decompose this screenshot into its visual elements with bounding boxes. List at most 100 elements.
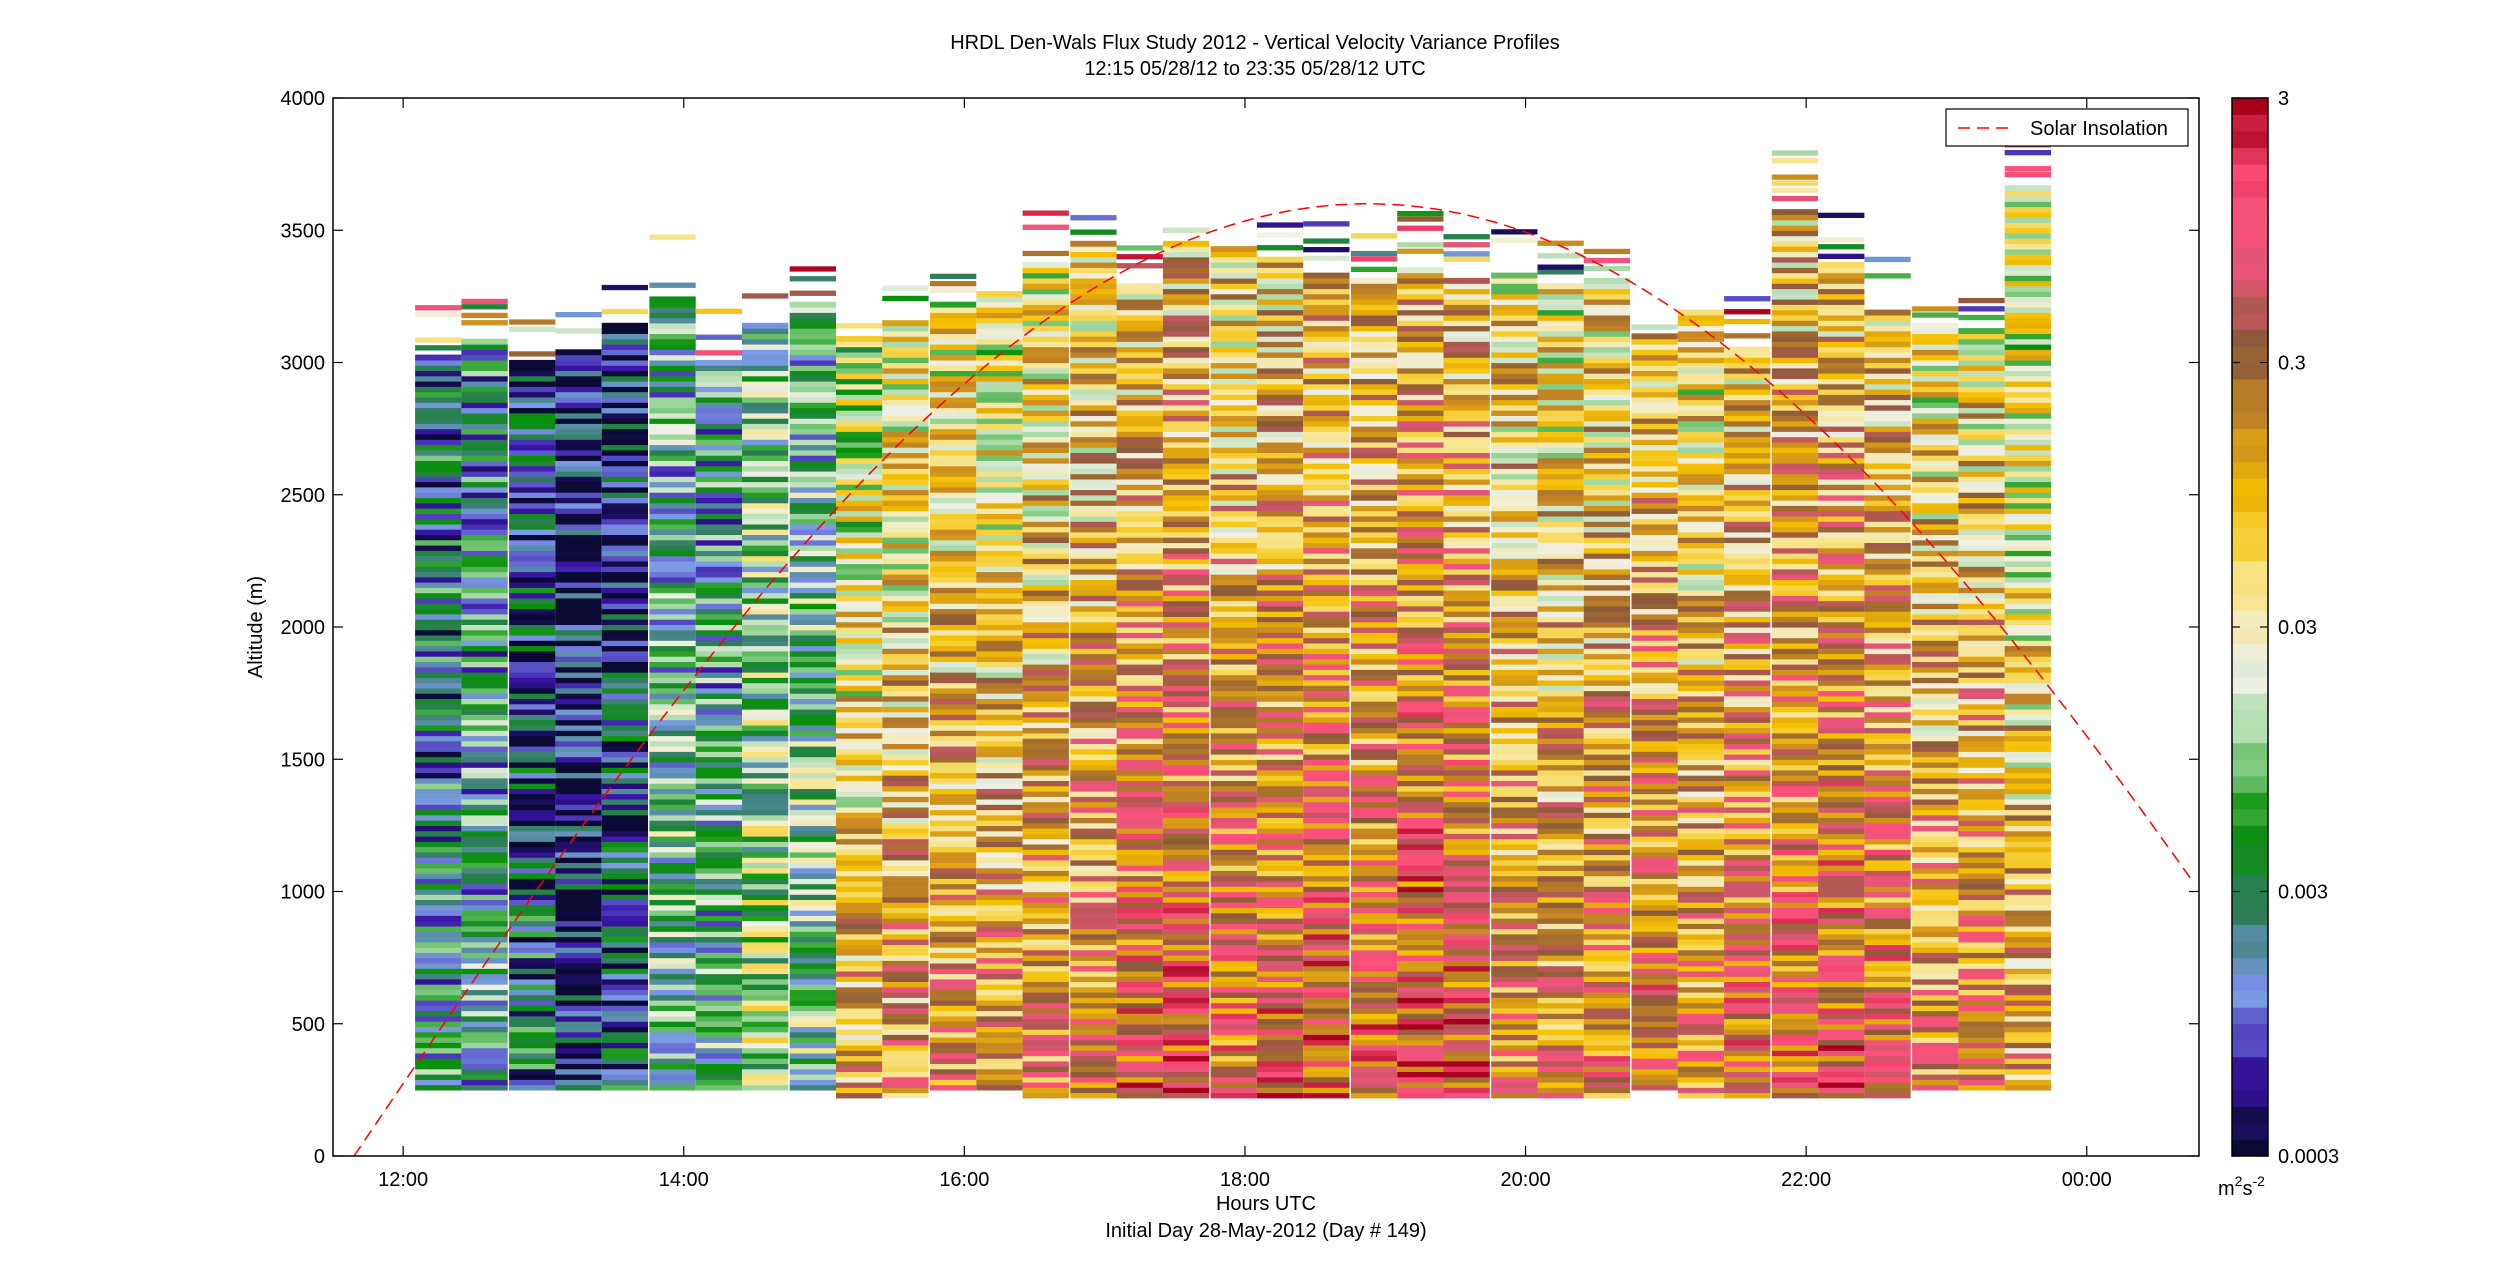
profile-cell xyxy=(1070,299,1117,305)
profile-cell xyxy=(1210,251,1257,258)
profile-cell xyxy=(1303,769,1350,776)
profile-cell xyxy=(1583,992,1631,998)
profile-cell xyxy=(1162,822,1210,829)
profile-cell xyxy=(1491,748,1538,755)
profile-cell xyxy=(1631,444,1678,451)
profile-cell xyxy=(1397,955,1444,961)
profile-cell xyxy=(1818,685,1865,692)
profile-cell xyxy=(1771,463,1819,469)
profile-cell xyxy=(1443,769,1490,776)
profile-cell xyxy=(695,751,742,758)
profile-cell xyxy=(1491,674,1538,681)
profile-cell xyxy=(789,740,836,747)
profile-cell xyxy=(509,381,556,387)
profile-cell xyxy=(1677,748,1725,755)
profile-cell xyxy=(789,1010,836,1017)
profile-cell xyxy=(1162,600,1210,607)
profile-cell xyxy=(1491,1044,1538,1051)
profile-cell-sparse xyxy=(1771,158,1819,164)
profile-cell xyxy=(789,798,836,805)
profile-cell xyxy=(1443,669,1490,676)
profile-cell xyxy=(1022,859,1069,866)
profile-cell xyxy=(1443,420,1490,427)
profile-cell xyxy=(930,1058,977,1064)
profile-cell xyxy=(930,455,977,461)
profile-cell xyxy=(1162,1034,1210,1041)
profile-cell xyxy=(742,751,789,758)
profile-cell xyxy=(1631,613,1678,620)
profile-cell xyxy=(695,740,742,747)
profile-cell xyxy=(1397,457,1444,464)
profile-cell xyxy=(1116,320,1163,327)
profile-cell xyxy=(1583,584,1631,591)
profile-cell xyxy=(1724,505,1771,512)
profile-cell xyxy=(649,539,696,546)
profile-cell xyxy=(649,936,696,943)
profile-cell xyxy=(1491,828,1538,834)
profile-cell xyxy=(415,830,462,837)
profile-cell xyxy=(1162,886,1210,893)
profile-cell xyxy=(555,957,602,964)
profile-cell xyxy=(695,423,742,430)
profile-cell xyxy=(976,836,1023,842)
profile-cell xyxy=(1677,373,1725,379)
profile-cell xyxy=(1303,690,1350,697)
profile-cell xyxy=(1397,293,1444,300)
profile-cell xyxy=(836,981,883,988)
profile-cell xyxy=(1491,997,1538,1004)
profile-cell xyxy=(1350,1060,1398,1067)
profile-cell xyxy=(1864,754,1911,760)
profile-cell xyxy=(1256,346,1304,353)
profile-cell xyxy=(1070,748,1117,755)
profile-cell xyxy=(509,709,556,715)
profile-cell xyxy=(1397,568,1444,575)
profile-cell xyxy=(1256,341,1304,348)
profile-cell xyxy=(1912,883,1959,890)
profile-cell xyxy=(976,910,1023,916)
profile-cell xyxy=(976,529,1023,535)
profile-cell xyxy=(461,925,508,932)
profile-cell xyxy=(1022,611,1069,617)
profile-cell xyxy=(1303,838,1350,845)
profile-cell xyxy=(695,989,742,996)
profile-cell xyxy=(1864,859,1911,866)
profile-cell xyxy=(1256,695,1304,702)
profile-cell xyxy=(555,418,602,424)
profile-cell xyxy=(1864,621,1911,628)
profile-cell xyxy=(1256,521,1304,528)
profile-cell xyxy=(882,791,929,797)
profile-cell xyxy=(555,836,602,842)
profile-cell xyxy=(649,841,696,848)
profile-cell xyxy=(1256,515,1304,522)
profile-cell-sparse xyxy=(1443,251,1490,257)
profile-cell xyxy=(1724,664,1771,670)
profile-cell xyxy=(976,767,1023,774)
profile-cell xyxy=(1864,1018,1911,1025)
profile-cell xyxy=(1303,965,1350,972)
profile-cell xyxy=(882,701,929,707)
profile-cell xyxy=(1116,584,1163,591)
profile-cell xyxy=(1864,775,1911,781)
profile-cell xyxy=(1022,574,1069,580)
profile-cell xyxy=(695,518,742,525)
profile-cell xyxy=(1397,627,1444,633)
profile-cell xyxy=(1350,642,1398,649)
profile-cell xyxy=(882,389,929,395)
profile-cell xyxy=(555,798,602,805)
profile-cell xyxy=(1818,468,1865,475)
profile-cell xyxy=(930,873,977,879)
profile-cell xyxy=(1724,357,1771,364)
profile-cell xyxy=(1631,550,1678,557)
profile-cell xyxy=(1724,653,1771,660)
profile-cell xyxy=(836,1055,883,1062)
profile-cell xyxy=(1818,505,1865,512)
profile-cell xyxy=(882,611,929,617)
profile-cell xyxy=(509,931,556,938)
profile-cell xyxy=(930,904,977,911)
profile-cell xyxy=(649,497,696,504)
profile-cell-sparse xyxy=(1724,333,1771,339)
profile-cell xyxy=(789,344,836,350)
profile-cell xyxy=(1491,304,1538,311)
profile-cell xyxy=(461,523,508,530)
profile-cell xyxy=(649,629,696,636)
